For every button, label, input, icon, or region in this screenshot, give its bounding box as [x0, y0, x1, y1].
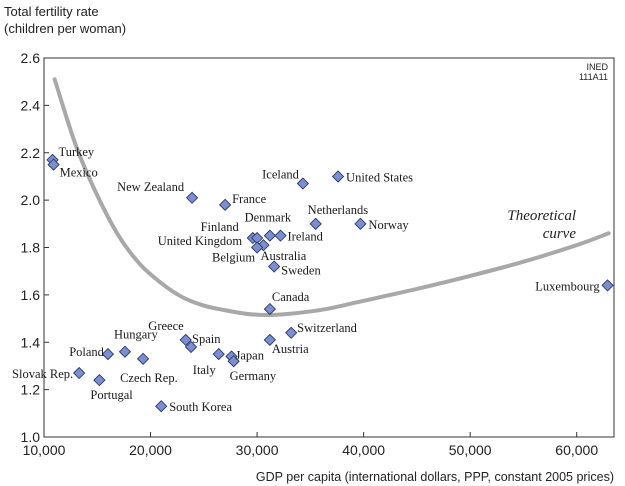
- label-turkey: Turkey: [59, 145, 95, 159]
- y-tick-label: 2.0: [21, 192, 41, 208]
- label-poland: Poland: [69, 345, 104, 359]
- label-sweden: Sweden: [281, 263, 321, 277]
- x-tick-label: 50,000: [449, 442, 492, 458]
- x-tick-label: 40,000: [342, 442, 385, 458]
- y-tick-label: 1.8: [21, 240, 41, 256]
- label-south-korea: South Korea: [169, 400, 232, 414]
- y-axis-title-line: (children per woman): [4, 21, 126, 36]
- label-france: France: [232, 192, 266, 206]
- theoretical-curve-group: Theoretical curve: [52, 77, 611, 318]
- point-france: [218, 198, 232, 211]
- label-mexico: Mexico: [60, 166, 98, 180]
- label-switzerland: Switzerland: [297, 321, 357, 335]
- point-italy: [212, 347, 225, 361]
- label-luxembourg: Luxembourg: [535, 279, 600, 293]
- label-iceland: Iceland: [262, 168, 300, 182]
- point-belgium: [250, 241, 264, 254]
- label-australia: Australia: [260, 249, 306, 263]
- label-hungary: Hungary: [114, 328, 158, 342]
- x-tick-label: 10,000: [23, 442, 66, 458]
- label-united-kingdom: United Kingdom: [158, 234, 243, 248]
- point-greece: [179, 333, 192, 347]
- y-tick-label: 1.6: [21, 287, 41, 303]
- label-finland: Finland: [201, 220, 240, 234]
- y-axis-title-line: Total fertility rate: [4, 4, 99, 19]
- point-portugal: [93, 374, 106, 387]
- point-iceland: [296, 177, 310, 190]
- point-norway: [354, 217, 367, 230]
- label-portugal: Portugal: [90, 388, 133, 402]
- point-ireland: [274, 229, 287, 242]
- label-japan: Japan: [236, 348, 265, 362]
- point-germany: [227, 355, 240, 368]
- label-spain: Spain: [192, 332, 221, 346]
- data-points: [46, 153, 614, 413]
- label-ireland: Ireland: [288, 230, 324, 244]
- y-tick-label: 2.2: [21, 145, 41, 161]
- point-mexico: [47, 158, 60, 171]
- label-slovak-rep: Slovak Rep.: [12, 367, 73, 381]
- label-austria: Austria: [272, 342, 309, 356]
- label-new-zealand: New Zealand: [117, 180, 185, 194]
- x-tick-label: 20,000: [129, 442, 172, 458]
- point-czech-rep: [136, 352, 150, 365]
- point-austria: [263, 333, 277, 347]
- axis-ticks: 1.0 1.2 1.4 1.6 1.8 2.0 2.2 2.4 2.6 10,000 20,000 3…: [21, 50, 599, 458]
- label-norway: Norway: [368, 218, 409, 232]
- point-netherlands: [309, 217, 322, 230]
- point-united-states: [331, 170, 345, 183]
- label-united-states: United States: [346, 170, 413, 184]
- y-tick-label: 1.2: [21, 382, 41, 398]
- point-labels: Turkey Mexico New Zealand France Iceland Unit…: [12, 145, 600, 414]
- curve-label-line: Theoretical: [507, 208, 576, 224]
- y-tick-label: 2.4: [21, 97, 41, 113]
- label-czech-rep: Czech Rep.: [120, 371, 178, 385]
- point-spain: [184, 340, 198, 354]
- x-axis-title: GDP per capita (international dollars, P…: [256, 470, 614, 484]
- point-south-korea: [155, 400, 168, 413]
- x-tick-label: 30,000: [236, 442, 279, 458]
- y-tick-label: 1.0: [21, 429, 41, 445]
- point-luxembourg: [601, 279, 614, 292]
- source-code-line: 111A11: [579, 72, 608, 82]
- y-axis-title: Total fertility rate (children per woman): [4, 4, 126, 36]
- x-tick-label: 60,000: [555, 442, 598, 458]
- point-switzerland: [285, 326, 298, 339]
- point-poland: [101, 347, 115, 361]
- point-sweden: [267, 260, 281, 273]
- source-code-line: INED: [586, 62, 608, 72]
- point-slovak-rep: [73, 366, 86, 380]
- label-denmark: Denmark: [245, 211, 292, 225]
- y-tick-label: 1.4: [21, 334, 41, 350]
- curve-label-line: curve: [543, 226, 577, 242]
- point-new-zealand: [185, 191, 199, 204]
- y-tick-label: 2.6: [21, 50, 41, 66]
- label-greece: Greece: [148, 319, 184, 333]
- point-denmark: [263, 229, 277, 242]
- point-canada: [263, 302, 277, 316]
- point-hungary: [118, 345, 132, 358]
- theoretical-curve: [52, 77, 611, 318]
- label-italy: Italy: [193, 363, 217, 377]
- label-canada: Canada: [272, 290, 310, 304]
- label-netherlands: Netherlands: [308, 203, 369, 217]
- label-germany: Germany: [230, 369, 277, 383]
- label-belgium: Belgium: [212, 251, 255, 265]
